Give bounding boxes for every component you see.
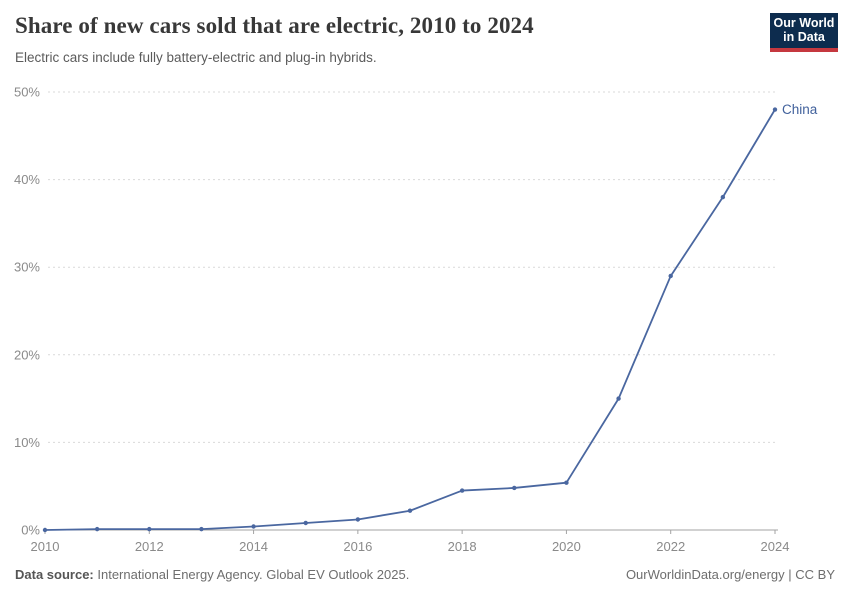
owid-logo-line2: in Data	[783, 30, 825, 44]
owid-logo[interactable]: Our World in Data	[770, 13, 838, 52]
data-point-china-2010	[42, 527, 48, 533]
data-point-china-2011	[94, 526, 100, 532]
y-tick-label-10: 10%	[14, 435, 40, 450]
y-tick-label-30: 30%	[14, 260, 40, 275]
data-source-label: Data source:	[15, 567, 94, 582]
data-point-china-2023	[720, 194, 726, 200]
x-tick-label-2018: 2018	[448, 539, 477, 554]
x-tick-label-2014: 2014	[239, 539, 268, 554]
data-point-china-2012	[147, 526, 152, 532]
chart-subtitle: Electric cars include fully battery-elec…	[15, 50, 377, 65]
chart-footer: Data source: International Energy Agency…	[15, 567, 835, 582]
data-point-china-2020	[564, 480, 569, 485]
data-source: Data source: International Energy Agency…	[15, 567, 409, 582]
data-point-china-2013	[199, 526, 204, 532]
series-label-china: China	[782, 102, 818, 117]
data-point-china-2017	[407, 508, 413, 513]
y-tick-label-0: 0%	[21, 523, 40, 538]
data-point-china-2022	[668, 273, 673, 279]
series-line-china	[44, 109, 776, 531]
data-point-china-2015	[303, 520, 308, 526]
x-tick-label-2022: 2022	[656, 539, 685, 554]
chart-title: Share of new cars sold that are electric…	[15, 13, 534, 38]
data-point-china-2019	[512, 485, 517, 491]
data-point-china-2014	[251, 524, 256, 529]
x-tick-label-2024: 2024	[761, 539, 790, 554]
owid-logo-line1: Our World	[773, 16, 835, 30]
data-point-china-2021	[616, 396, 621, 401]
x-tick-label-2016: 2016	[343, 539, 372, 554]
y-tick-label-20: 20%	[14, 347, 40, 362]
data-source-text: International Energy Agency. Global EV O…	[93, 567, 410, 582]
x-tick-label-2012: 2012	[135, 539, 164, 554]
data-point-china-2024	[772, 107, 778, 112]
data-point-china-2018	[459, 488, 465, 493]
x-tick-label-2020: 2020	[552, 539, 581, 554]
x-tick-label-2010: 2010	[31, 539, 60, 554]
data-point-china-2016	[355, 517, 361, 522]
y-tick-label-50: 50%	[14, 85, 40, 100]
y-tick-label-40: 40%	[14, 172, 40, 187]
owid-credit-link[interactable]: OurWorldinData.org/energy | CC BY	[625, 567, 835, 582]
